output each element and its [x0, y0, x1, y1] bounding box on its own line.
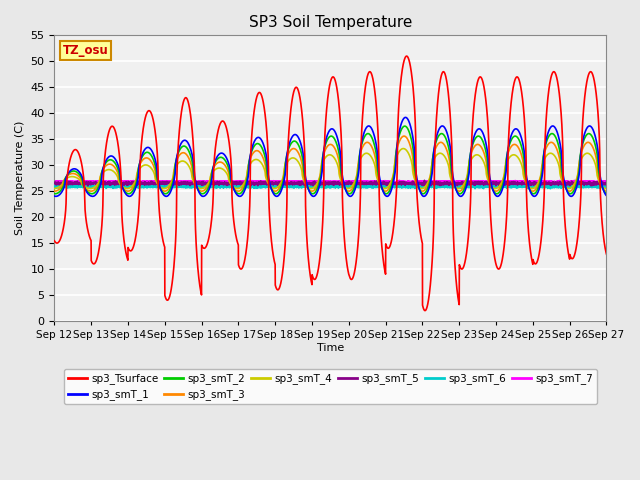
sp3_smT_1 — [602, 192, 610, 198]
sp3_smT_1 — [424, 189, 431, 194]
sp3_smT_7 — [150, 179, 157, 184]
sp3_smT_1 — [454, 192, 462, 197]
sp3_smT_6 — [486, 183, 493, 189]
Y-axis label: Soil Temperature (C): Soil Temperature (C) — [15, 121, 25, 235]
sp3_smT_7 — [310, 179, 317, 185]
sp3_smT_6 — [51, 184, 58, 190]
sp3_smT_3 — [400, 133, 408, 139]
sp3_smT_6 — [310, 184, 317, 190]
sp3_smT_1 — [402, 115, 410, 120]
Title: SP3 Soil Temperature: SP3 Soil Temperature — [249, 15, 412, 30]
sp3_smT_4 — [454, 186, 462, 192]
sp3_smT_2 — [603, 191, 611, 196]
sp3_smT_5 — [602, 180, 610, 185]
sp3_smT_4 — [486, 181, 493, 187]
sp3_smT_5 — [84, 183, 92, 189]
sp3_smT_2 — [602, 191, 610, 196]
sp3_smT_4 — [424, 180, 431, 186]
sp3_smT_2 — [456, 191, 464, 197]
sp3_smT_7 — [486, 180, 493, 185]
sp3_smT_4 — [51, 186, 58, 192]
sp3_Tsurface — [424, 301, 431, 307]
sp3_smT_5 — [420, 178, 428, 183]
X-axis label: Time: Time — [317, 343, 344, 353]
sp3_Tsurface — [603, 251, 611, 257]
sp3_smT_6 — [379, 182, 387, 188]
sp3_smT_1 — [51, 193, 58, 199]
sp3_smT_3 — [150, 163, 157, 169]
sp3_smT_3 — [454, 188, 462, 194]
sp3_smT_7 — [195, 181, 203, 187]
Line: sp3_smT_4: sp3_smT_4 — [54, 149, 607, 189]
sp3_smT_5 — [486, 182, 493, 188]
sp3_smT_5 — [51, 180, 58, 186]
sp3_smT_7 — [51, 179, 58, 184]
sp3_smT_4 — [197, 186, 205, 192]
sp3_smT_3 — [51, 188, 58, 194]
sp3_smT_3 — [603, 188, 611, 194]
sp3_Tsurface — [454, 297, 462, 302]
sp3_smT_2 — [310, 191, 317, 196]
sp3_smT_4 — [150, 169, 157, 175]
sp3_smT_2 — [150, 157, 157, 163]
Line: sp3_smT_7: sp3_smT_7 — [54, 181, 607, 184]
sp3_smT_2 — [424, 186, 431, 192]
sp3_smT_2 — [486, 177, 493, 183]
sp3_Tsurface — [51, 238, 58, 244]
Line: sp3_smT_6: sp3_smT_6 — [54, 185, 607, 189]
sp3_smT_6 — [602, 184, 610, 190]
Line: sp3_smT_3: sp3_smT_3 — [54, 136, 607, 191]
sp3_smT_7 — [424, 180, 431, 186]
sp3_smT_1 — [310, 193, 317, 199]
sp3_smT_7 — [603, 180, 611, 186]
sp3_smT_1 — [486, 173, 493, 179]
sp3_smT_6 — [424, 183, 431, 189]
sp3_smT_4 — [603, 186, 611, 192]
sp3_smT_4 — [310, 185, 317, 191]
sp3_smT_3 — [310, 188, 317, 193]
sp3_smT_6 — [454, 184, 462, 190]
sp3_smT_5 — [454, 181, 462, 187]
Line: sp3_smT_2: sp3_smT_2 — [54, 126, 607, 194]
sp3_smT_5 — [150, 180, 157, 186]
sp3_smT_7 — [396, 178, 403, 184]
sp3_Tsurface — [486, 188, 493, 194]
sp3_Tsurface — [150, 119, 157, 125]
sp3_Tsurface — [602, 249, 610, 255]
Line: sp3_smT_1: sp3_smT_1 — [54, 118, 607, 196]
sp3_smT_1 — [603, 193, 611, 199]
sp3_smT_1 — [346, 193, 354, 199]
sp3_smT_6 — [547, 186, 554, 192]
sp3_smT_2 — [454, 190, 462, 196]
sp3_smT_7 — [454, 180, 462, 185]
Line: sp3_smT_5: sp3_smT_5 — [54, 180, 607, 186]
sp3_smT_3 — [602, 188, 610, 194]
sp3_smT_5 — [424, 180, 431, 186]
Line: sp3_Tsurface: sp3_Tsurface — [54, 56, 607, 311]
sp3_Tsurface — [421, 308, 429, 313]
sp3_smT_4 — [399, 146, 407, 152]
sp3_smT_3 — [486, 179, 493, 185]
sp3_Tsurface — [403, 53, 410, 59]
sp3_smT_5 — [310, 180, 317, 186]
sp3_smT_6 — [603, 184, 611, 190]
sp3_smT_5 — [603, 181, 611, 187]
sp3_smT_4 — [602, 186, 610, 192]
Legend: sp3_Tsurface, sp3_smT_1, sp3_smT_2, sp3_smT_3, sp3_smT_4, sp3_smT_5, sp3_smT_6, : sp3_Tsurface, sp3_smT_1, sp3_smT_2, sp3_… — [64, 369, 597, 405]
sp3_smT_2 — [51, 191, 58, 197]
sp3_smT_1 — [150, 152, 157, 157]
Text: TZ_osu: TZ_osu — [63, 44, 108, 57]
sp3_smT_7 — [602, 180, 610, 186]
sp3_smT_2 — [401, 123, 408, 129]
sp3_smT_3 — [424, 182, 431, 188]
sp3_Tsurface — [310, 276, 317, 282]
sp3_smT_6 — [150, 183, 157, 189]
